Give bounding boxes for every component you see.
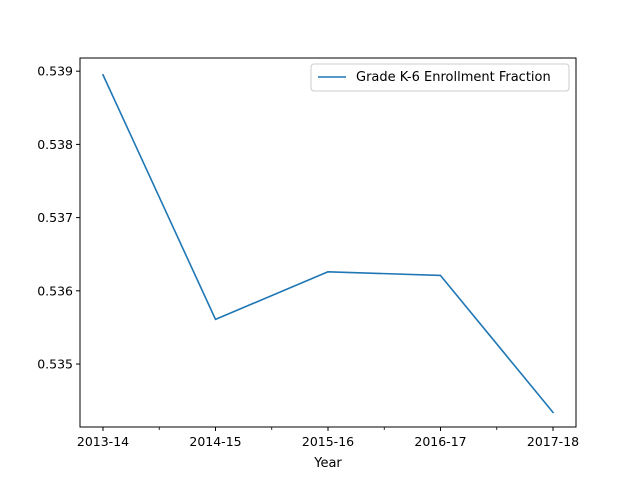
y-tick-label: 0.535 <box>37 357 73 372</box>
y-tick-label: 0.537 <box>37 210 73 225</box>
legend-label: Grade K-6 Enrollment Fraction <box>356 70 551 85</box>
y-tick-label: 0.539 <box>37 64 73 79</box>
x-tick-label: 2017-18 <box>527 434 579 449</box>
x-axis-ticks: 2013-14 2014-15 2015-16 2016-17 2017-18 <box>77 427 579 449</box>
series-group <box>101 73 555 414</box>
y-tick-label: 0.538 <box>37 137 73 152</box>
plot-area <box>80 58 576 427</box>
legend: Grade K-6 Enrollment Fraction <box>310 63 570 92</box>
x-tick-label: 2015-16 <box>302 434 354 449</box>
x-tick-label: 2016-17 <box>414 434 466 449</box>
legend-box <box>310 63 570 92</box>
x-axis-label: Year <box>313 456 342 471</box>
y-axis-ticks: 0.535 0.536 0.537 0.538 0.539 <box>37 64 80 372</box>
x-tick-label: 2014-15 <box>189 434 241 449</box>
x-tick-label: 2013-14 <box>77 434 129 449</box>
plot-frame <box>79 57 577 428</box>
y-tick-label: 0.536 <box>37 283 73 298</box>
